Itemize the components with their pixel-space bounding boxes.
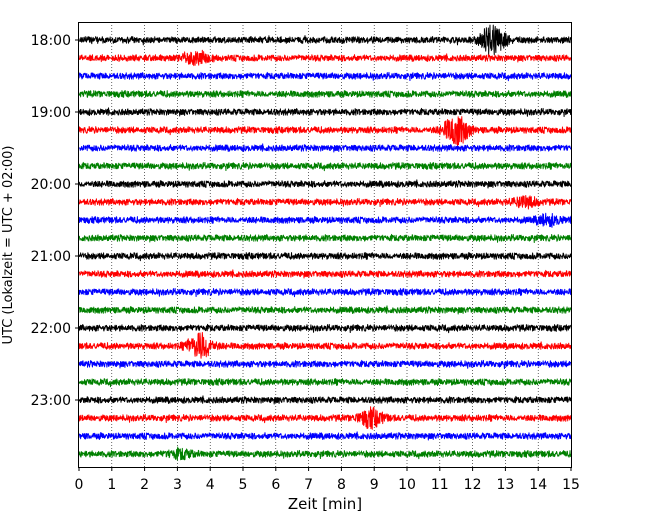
trace-line (78, 252, 572, 262)
trace-line (78, 143, 572, 153)
plot-frame (78, 22, 572, 468)
x-tick-label: 15 (562, 477, 580, 493)
trace-line (78, 90, 572, 99)
x-tick-label: 11 (431, 477, 449, 493)
x-tick-label: 0 (75, 477, 84, 493)
x-tick-label: 2 (140, 477, 149, 493)
x-tick-label: 10 (398, 477, 416, 493)
trace-line (78, 179, 572, 189)
trace-line (78, 49, 572, 67)
trace-line (78, 305, 572, 315)
trace-line (78, 406, 572, 430)
x-tick-label: 6 (271, 477, 280, 493)
trace-line (78, 233, 572, 244)
trace-line (78, 194, 572, 210)
y-tick-label: 21:00 (31, 249, 71, 265)
x-tick-label: 1 (107, 477, 116, 493)
x-axis: 0 1 2 3 4 5 6 7 8 9 10 11 12 13 14 15 (75, 467, 580, 493)
trace-line (78, 446, 572, 461)
trace-line (78, 431, 572, 441)
y-axis: 18:00 19:00 20:00 21:00 22:00 23:00 (31, 33, 79, 409)
trace-line (78, 212, 572, 228)
y-tick-label: 18:00 (31, 33, 71, 49)
trace-line (78, 378, 572, 388)
trace-line (78, 116, 572, 147)
x-tick-label: 9 (370, 477, 379, 493)
trace-line (78, 332, 572, 359)
trace-line (78, 395, 572, 405)
x-tick-label: 4 (206, 477, 215, 493)
y-axis-title: UTC (Lokalzeit = UTC + 02:00) (1, 146, 16, 345)
trace-line (78, 107, 572, 118)
x-tick-label: 13 (496, 477, 514, 493)
y-tick-label: 23:00 (31, 393, 71, 409)
x-tick-label: 3 (173, 477, 182, 493)
grid-lines (111, 22, 539, 467)
x-tick-label: 8 (337, 477, 346, 493)
seismic-traces (78, 24, 572, 461)
trace-line (78, 359, 572, 370)
trace-line (78, 323, 572, 334)
x-tick-label: 12 (464, 477, 482, 493)
trace-line (78, 71, 572, 82)
x-tick-label: 7 (304, 477, 313, 493)
trace-line (78, 269, 572, 279)
trace-line (78, 287, 572, 298)
y-tick-label: 22:00 (31, 321, 71, 337)
y-tick-label: 19:00 (31, 105, 71, 121)
x-tick-label: 5 (239, 477, 248, 493)
trace-line (78, 24, 572, 56)
x-tick-label: 14 (529, 477, 547, 493)
trace-line (78, 161, 572, 172)
y-tick-label: 20:00 (31, 177, 71, 193)
x-axis-title: Zeit [min] (288, 495, 362, 513)
